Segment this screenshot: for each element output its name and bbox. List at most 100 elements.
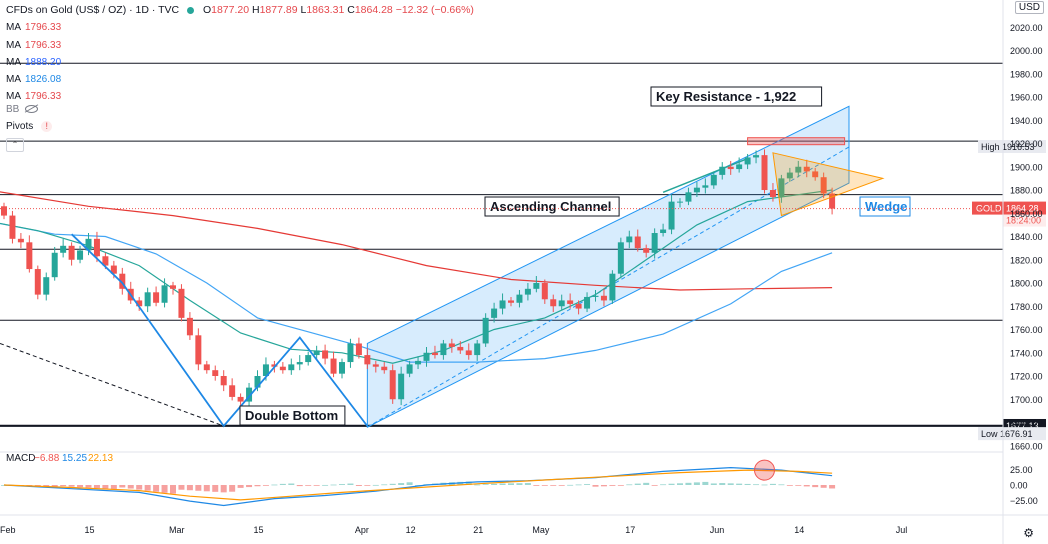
macd-hist-bar: [220, 485, 227, 493]
candle-body: [330, 358, 337, 374]
price-tick-label: 1660.00: [1010, 441, 1043, 451]
ma-legend-2[interactable]: MA 1796.33: [6, 40, 62, 51]
wedge-label: Wedge: [865, 199, 907, 214]
candle-body: [347, 343, 354, 363]
candle-body: [246, 387, 253, 402]
macd-hist-bar: [203, 485, 210, 492]
candle-body: [389, 370, 396, 400]
macd-hist-bar: [820, 485, 827, 488]
price-tick-label: 1920.00: [1010, 139, 1043, 149]
candle-body: [778, 178, 785, 197]
candle-body: [541, 283, 548, 300]
macd-hist-bar: [465, 481, 472, 485]
candle-body: [406, 364, 413, 374]
market-status-icon: [187, 6, 195, 14]
candle-body: [626, 236, 633, 243]
macd-signal-value: 22.13: [88, 453, 113, 464]
macd-hist-bar: [702, 481, 709, 485]
macd-hist-bar: [508, 483, 514, 485]
candle-body: [254, 376, 261, 388]
candle-body: [786, 172, 793, 179]
bb-legend[interactable]: BB: [6, 104, 39, 115]
candle-body: [448, 343, 455, 347]
countdown-text: 18:24:00: [1006, 216, 1041, 226]
ma-blue-line: [0, 222, 833, 363]
ma-legend-5[interactable]: MA 1796.33: [6, 91, 62, 102]
macd-hist-bar: [634, 483, 641, 485]
macd-hist-bar: [600, 485, 607, 487]
macd-hist-bar: [170, 485, 176, 494]
macd-hist-bar: [68, 485, 75, 487]
candle-body: [279, 366, 286, 371]
macd-hist-bar: [296, 485, 303, 487]
hidden-eye-icon[interactable]: [25, 105, 39, 114]
candle-body: [153, 292, 160, 303]
candle-body: [524, 288, 531, 295]
macd-hist-bar: [178, 485, 185, 490]
macd-hist-bar: [677, 483, 683, 485]
price-tick-label: 1800.00: [1010, 279, 1043, 289]
candles: [1, 149, 836, 408]
candle-body: [710, 174, 717, 186]
candle-body: [482, 317, 489, 344]
candle-body: [736, 164, 743, 170]
price-tick-label: 1900.00: [1010, 162, 1043, 172]
candle-body: [195, 335, 202, 365]
high-tag: [978, 139, 1046, 153]
macd-hist-bar: [558, 485, 565, 486]
price-tick-label: 1840.00: [1010, 232, 1043, 242]
ascending-channel-label-box: [484, 196, 620, 217]
candle-body: [119, 273, 126, 289]
candle-body: [170, 285, 176, 289]
macd-hist-bar: [499, 483, 506, 485]
macd-hist-bar: [584, 484, 591, 485]
candle-body: [643, 248, 650, 253]
macd-hist-bar: [710, 483, 717, 485]
macd-hist-bar: [406, 482, 413, 485]
warning-icon[interactable]: !: [41, 121, 53, 132]
time-tick-label: Feb: [0, 525, 16, 535]
macd-peak-marker: [754, 459, 775, 481]
ma-legend-1[interactable]: MA 1796.33: [6, 22, 62, 33]
macd-hist-bar: [110, 485, 117, 489]
price-tick-label: 2020.00: [1010, 23, 1043, 33]
macd-hist-bar: [524, 483, 531, 485]
pivots-legend[interactable]: Pivots!: [6, 121, 53, 132]
key-resistance-label-box: [650, 86, 823, 107]
macd-hist-bar: [727, 483, 734, 485]
symbol-title[interactable]: CFDs on Gold (US$ / OZ) · 1D · TVC: [6, 4, 180, 16]
macd-hist-bar: [575, 484, 582, 486]
collapse-legend-button[interactable]: ⌃: [6, 138, 24, 152]
macd-hist-bar: [372, 484, 379, 486]
macd-hist-bar: [651, 485, 658, 486]
ascending-channel-label: Ascending Channel: [490, 199, 611, 214]
macd-hist-bar: [254, 485, 261, 487]
candle-body: [617, 242, 624, 274]
price-tick-label: 1740.00: [1010, 348, 1043, 358]
time-tick-label: 15: [254, 525, 264, 535]
currency-selector[interactable]: USD: [1014, 1, 1044, 14]
macd-hist-bar: [786, 485, 793, 486]
macd-hist-bar: [313, 485, 320, 486]
candle-body: [516, 294, 523, 303]
candle-body: [313, 350, 320, 356]
price-tick-label: 1960.00: [1010, 93, 1043, 103]
price-tick-label: 1720.00: [1010, 372, 1043, 382]
candle-body: [93, 238, 100, 257]
key-resistance-label: Key Resistance - 1,922: [656, 89, 796, 104]
gold-price-tag-text: 1864.28: [1006, 204, 1039, 214]
macd-hist-bar: [347, 483, 354, 485]
time-tick-label: Jun: [710, 525, 725, 535]
ma-legend-4[interactable]: MA 1826.08: [6, 74, 62, 85]
ma-legend-3[interactable]: MA 1888.20: [6, 57, 62, 68]
candle-body: [398, 373, 405, 400]
gold-name-text: GOLD: [976, 204, 1002, 214]
time-tick-label: Apr: [355, 525, 369, 535]
candle-body: [803, 166, 810, 172]
macd-hist-bar: [609, 485, 616, 486]
candle-body: [677, 201, 683, 203]
gear-icon[interactable]: ⚙: [1023, 526, 1034, 540]
open-label: O: [202, 4, 212, 16]
candle-body: [829, 193, 836, 209]
